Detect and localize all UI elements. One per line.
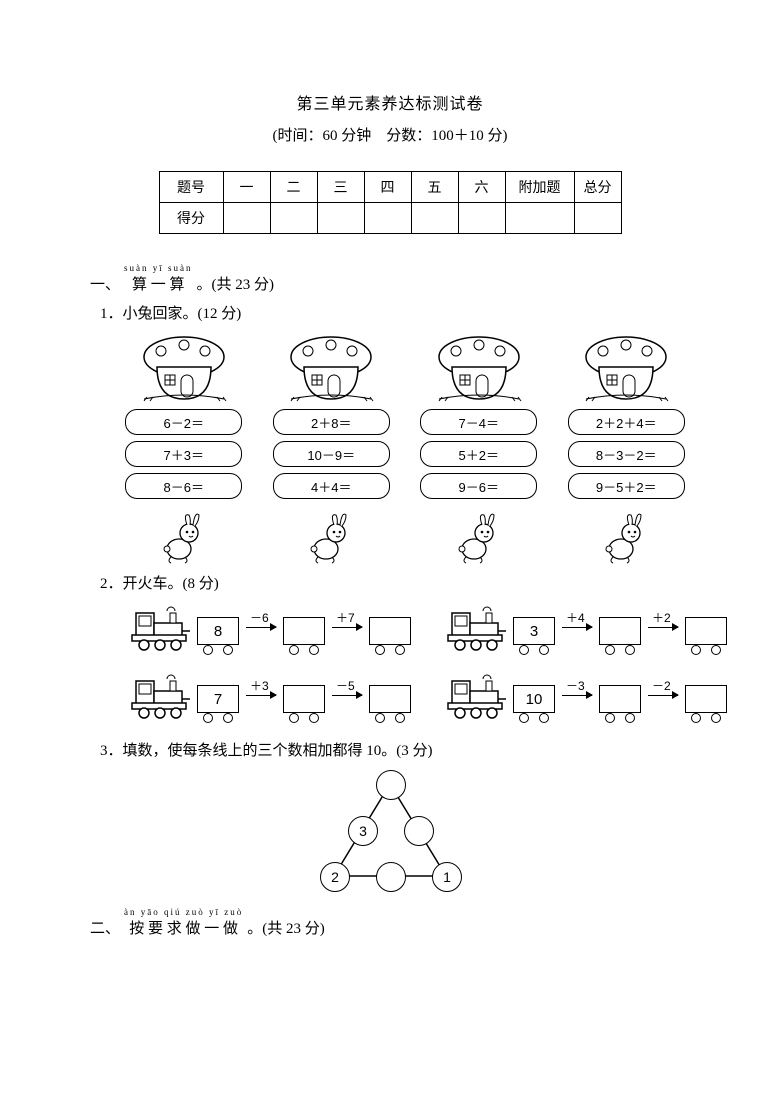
- node-bottom-right: 1: [432, 862, 462, 892]
- equation-bubble[interactable]: 5＋2＝: [420, 441, 537, 467]
- node-mid-left: 3: [348, 816, 378, 846]
- bunny-icon: [306, 509, 356, 564]
- equation-bubble[interactable]: 9－5＋2＝: [568, 473, 685, 499]
- equation-bubble[interactable]: 9－6＝: [420, 473, 537, 499]
- q2-trains: 8－6 ＋7 3＋4 ＋2 7＋3 －5 10－3 －2: [130, 603, 690, 719]
- train-engine-icon: [446, 671, 506, 719]
- arrow-icon: ＋3: [246, 685, 276, 719]
- q1-label: 1．小兔回家。(12 分): [100, 302, 690, 323]
- train-engine-icon: [446, 603, 506, 651]
- arrow-icon: －6: [246, 617, 276, 651]
- equation-bubble[interactable]: 7－4＝: [420, 409, 537, 435]
- node-bottom-left: 2: [320, 862, 350, 892]
- arrow-icon: ＋4: [562, 617, 592, 651]
- page-title: 第三单元素养达标测试卷: [90, 90, 690, 114]
- train-engine-icon: [130, 671, 190, 719]
- arrow-icon: ＋7: [332, 617, 362, 651]
- train: 10－3 －2: [446, 671, 734, 719]
- mushroom-house-icon: [434, 333, 524, 403]
- equation-bubble[interactable]: 10－9＝: [273, 441, 390, 467]
- equation-bubble[interactable]: 8－3－2＝: [568, 441, 685, 467]
- node-top[interactable]: [376, 770, 406, 800]
- train-car: 7: [197, 685, 239, 713]
- page-subtitle: (时间：60 分钟 分数：100＋10 分): [90, 124, 690, 145]
- section-2-heading: 二、 àn yāo qiú zuò yī zuò 按 要 求 做 一 做 。(共…: [90, 908, 690, 938]
- row-label: 题号: [159, 172, 223, 203]
- arrow-icon: －5: [332, 685, 362, 719]
- bunny-icon: [159, 509, 209, 564]
- arrow-icon: －2: [648, 685, 678, 719]
- train: 7＋3 －5: [130, 671, 418, 719]
- train-car[interactable]: [685, 685, 727, 713]
- q3-label: 3．填数，使每条线上的三个数相加都得 10。(3 分): [100, 739, 690, 760]
- equation-bubble[interactable]: 2＋2＋4＝: [568, 409, 685, 435]
- equation-bubble[interactable]: 2＋8＝: [273, 409, 390, 435]
- table-row: 得分: [159, 203, 621, 234]
- equation-bubble[interactable]: 4＋4＝: [273, 473, 390, 499]
- train-car: 10: [513, 685, 555, 713]
- node-mid-right[interactable]: [404, 816, 434, 846]
- train-engine-icon: [130, 603, 190, 651]
- q1-columns: 6－2＝ 7＋3＝ 8－6＝ 2＋8＝ 10－9＝ 4＋4＝: [120, 333, 690, 564]
- arrow-icon: －3: [562, 685, 592, 719]
- mushroom-house-icon: [581, 333, 671, 403]
- train-car[interactable]: [599, 617, 641, 645]
- mushroom-house-icon: [139, 333, 229, 403]
- train-car[interactable]: [283, 617, 325, 645]
- table-row: 题号 一 二 三 四 五 六 附加题 总分: [159, 172, 621, 203]
- q1-column: 2＋2＋4＝ 8－3－2＝ 9－5＋2＝: [563, 333, 691, 564]
- train-car[interactable]: [369, 685, 411, 713]
- q1-column: 6－2＝ 7＋3＝ 8－6＝: [120, 333, 248, 564]
- equation-bubble[interactable]: 7＋3＝: [125, 441, 242, 467]
- section-1-heading: 一、 suàn yī suàn 算 一 算 。(共 23 分): [90, 264, 690, 294]
- train: 8－6 ＋7: [130, 603, 418, 651]
- train-car: 3: [513, 617, 555, 645]
- score-table: 题号 一 二 三 四 五 六 附加题 总分 得分: [159, 171, 622, 234]
- q1-column: 2＋8＝ 10－9＝ 4＋4＝: [268, 333, 396, 564]
- train-car: 8: [197, 617, 239, 645]
- row-label: 得分: [159, 203, 223, 234]
- mushroom-house-icon: [286, 333, 376, 403]
- node-bottom-mid[interactable]: [376, 862, 406, 892]
- train-car[interactable]: [283, 685, 325, 713]
- arrow-icon: ＋2: [648, 617, 678, 651]
- train-car[interactable]: [599, 685, 641, 713]
- equation-bubble[interactable]: 8－6＝: [125, 473, 242, 499]
- train-car[interactable]: [685, 617, 727, 645]
- bunny-icon: [601, 509, 651, 564]
- q1-column: 7－4＝ 5＋2＝ 9－6＝: [415, 333, 543, 564]
- train-car[interactable]: [369, 617, 411, 645]
- q3-figure: 3 2 1: [90, 770, 690, 890]
- q2-label: 2．开火车。(8 分): [100, 572, 690, 593]
- train: 3＋4 ＋2: [446, 603, 734, 651]
- bunny-icon: [454, 509, 504, 564]
- equation-bubble[interactable]: 6－2＝: [125, 409, 242, 435]
